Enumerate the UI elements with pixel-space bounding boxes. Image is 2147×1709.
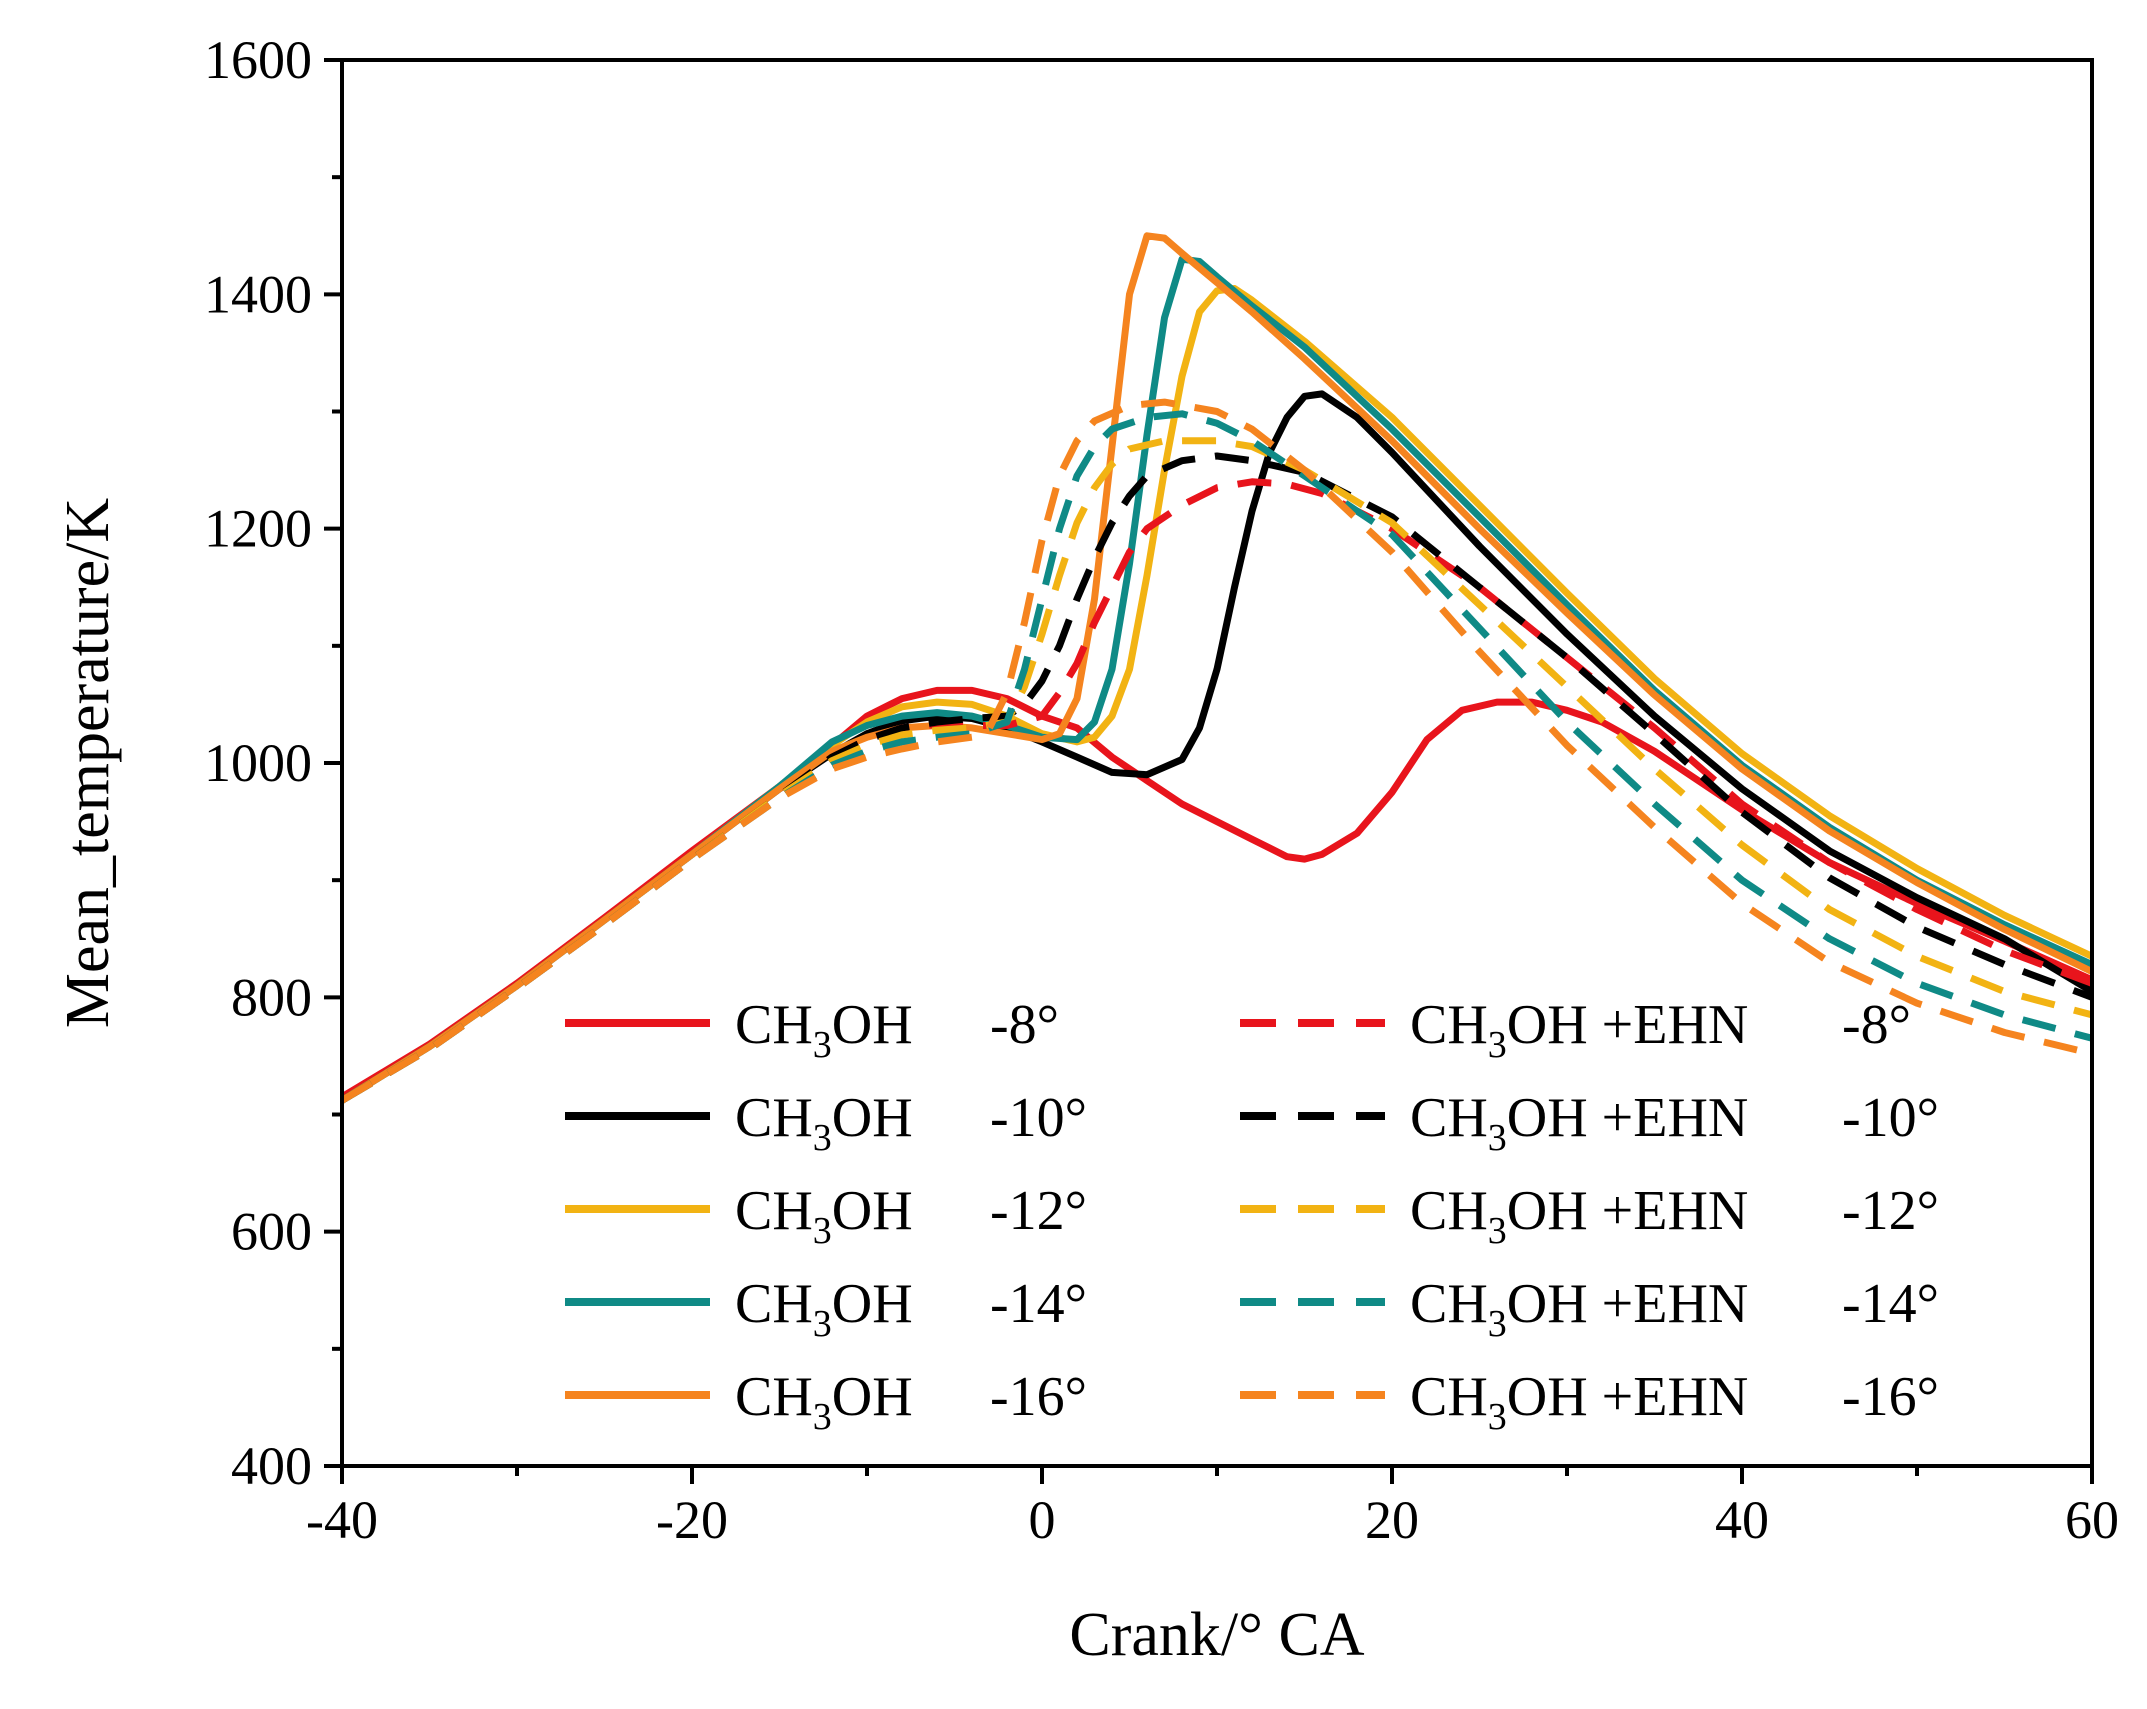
x-tick-label: -40 [306,1490,378,1550]
legend-item: CH3OH +EHN -8° [1240,994,1911,1066]
legend-label: CH3OH +EHN -16° [1410,1366,1939,1438]
legend-item: CH3OH -12° [565,1180,1087,1252]
y-axis-title: Mean_temperature/K [54,498,122,1028]
legend-item: CH3OH +EHN -10° [1240,1087,1939,1159]
legend-label: CH3OH -16° [735,1366,1087,1438]
series-line-6 [340,478,2094,1104]
series-line-2 [340,390,2094,1104]
legend-item: CH3OH +EHN -12° [1240,1180,1939,1252]
y-tick-label: 800 [231,967,312,1027]
x-tick-label: 40 [1715,1490,1769,1550]
x-tick-label: 60 [2065,1490,2119,1550]
y-tick-label: 1200 [204,499,312,559]
legend-item: CH3OH -10° [565,1087,1087,1159]
legend-label: CH3OH -8° [735,994,1059,1066]
legend-label: CH3OH +EHN -14° [1410,1273,1939,1345]
series-line-8 [340,437,2093,1104]
legend-label: CH3OH +EHN -10° [1410,1087,1939,1159]
tick-layer: -40 -20 0 20 40 60 400 600 800 1000 1200 1400 1600 [204,30,2119,1550]
series-line-4 [340,255,2094,1104]
legend-item: CH3OH -16° [565,1366,1087,1438]
series-line-7 [340,452,2094,1104]
legend-label: CH3OH -14° [735,1273,1087,1345]
series-line-9 [340,410,2093,1104]
y-tick-label: 1600 [204,30,312,90]
legend-label: CH3OH +EHN -12° [1410,1180,1939,1252]
legend-label: CH3OH -10° [735,1087,1087,1159]
y-tick-label: 400 [231,1436,312,1496]
y-tick-label: 600 [231,1202,312,1262]
series-line-5 [340,232,2094,1104]
legend-item: CH3OH +EHN -14° [1240,1273,1939,1345]
x-axis-title: Crank/° CA [1069,1601,1364,1669]
series-line-1 [340,686,2094,1100]
legend-item: CH3OH +EHN -16° [1240,1366,1939,1438]
legend-label: CH3OH -12° [735,1180,1087,1252]
series-line-10 [340,398,2093,1104]
y-tick-label: 1000 [204,733,312,793]
legend: CH3OH -8° CH3OH -10° CH3OH -12° CH3OH -14° CH3OH… [565,994,1939,1438]
series-layer [340,232,2094,1104]
x-tick-label: 0 [1029,1490,1056,1550]
x-tick-label: -20 [656,1490,728,1550]
plot-frame [340,58,2094,1468]
y-tick-label: 1400 [204,264,312,324]
legend-item: CH3OH -14° [565,1273,1087,1345]
legend-item: CH3OH -8° [565,994,1059,1066]
legend-label: CH3OH +EHN -8° [1410,994,1911,1066]
x-tick-label: 20 [1365,1490,1419,1550]
